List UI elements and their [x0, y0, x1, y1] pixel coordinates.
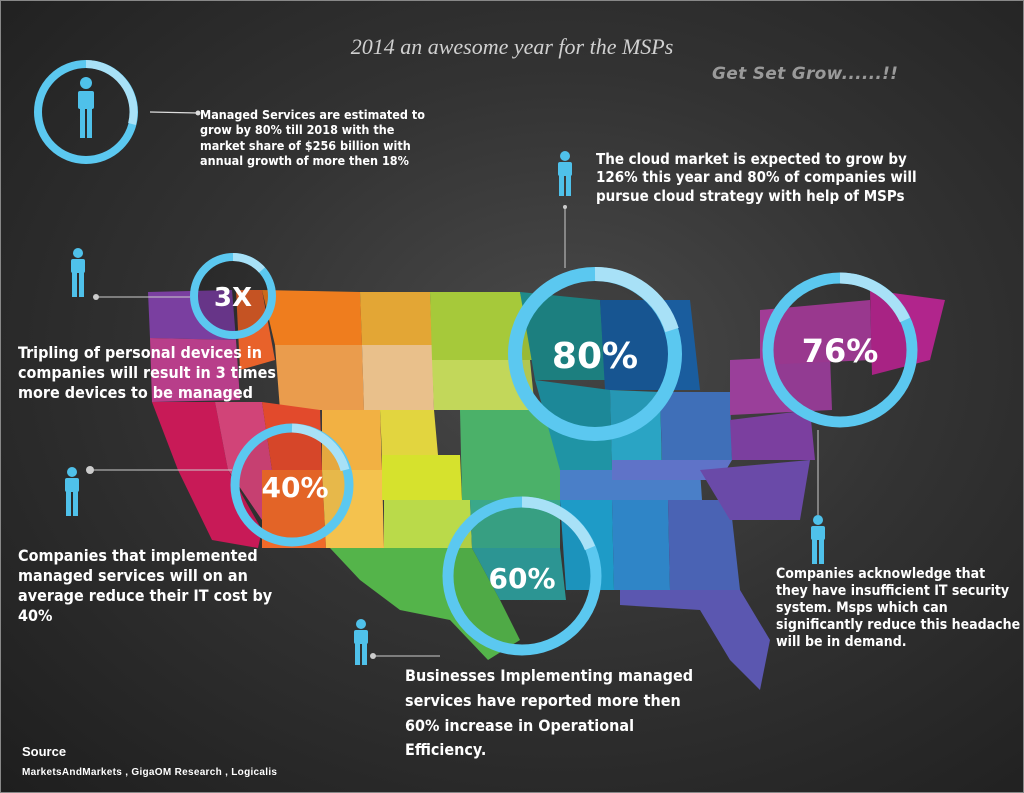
ring-60-label: 60%	[488, 562, 555, 595]
stat-cloud-text: The cloud market is expected to grow by …	[596, 150, 917, 205]
state-oklahoma	[384, 500, 472, 548]
ring-76-label: 76%	[802, 332, 879, 370]
person-icon	[354, 619, 368, 665]
ring-3x-label: 3X	[214, 283, 252, 313]
state-georgia	[668, 500, 740, 590]
state-iowa	[432, 360, 535, 410]
stat-efficiency-text: Businesses Implementing managed services…	[405, 666, 694, 760]
state-louisiana	[472, 548, 566, 600]
state-south-dakota	[362, 345, 434, 410]
state-california	[152, 402, 262, 548]
source-list: MarketsAndMarkets , GigaOM Research , Lo…	[22, 767, 278, 778]
state-ohio	[660, 392, 732, 460]
state-kansas	[382, 455, 462, 500]
stat-security-text: Companies acknowledge that they have ins…	[776, 566, 1021, 651]
state-new-mexico	[322, 470, 384, 548]
state-alabama	[612, 500, 670, 590]
person-icon	[811, 515, 825, 564]
ring-80-label: 80%	[552, 336, 638, 377]
stat-it-cost-text: Companies that implemented managed servi…	[18, 546, 273, 625]
state-montana	[262, 290, 362, 345]
state-missouri	[460, 410, 565, 500]
tagline: Get Set Grow......!!	[712, 64, 899, 84]
state-wyoming	[275, 345, 364, 410]
person-icon	[65, 467, 79, 516]
state-arizona	[262, 470, 326, 548]
state-florida	[620, 590, 770, 690]
state-north-dakota	[360, 292, 432, 345]
state-wisconsin	[520, 292, 605, 380]
page-title: 2014 an awesome year for the MSPs	[350, 34, 674, 59]
state-new-york	[760, 300, 872, 365]
state-kentucky	[612, 460, 732, 480]
person-icon	[558, 151, 572, 196]
state-virginia	[730, 410, 815, 460]
stat-managed-services-text: Managed Services are estimated to grow b…	[200, 107, 425, 168]
state-oregon	[150, 338, 240, 402]
ring-40-label: 40%	[261, 471, 328, 504]
state-carolinas	[700, 460, 810, 520]
state-nebraska	[380, 410, 438, 455]
source-title: Source	[22, 744, 67, 759]
person-icon	[71, 248, 85, 297]
state-utah	[262, 402, 322, 470]
person-icon	[78, 77, 94, 138]
stat-devices-text: Tripling of personal devices in companie…	[18, 343, 276, 402]
